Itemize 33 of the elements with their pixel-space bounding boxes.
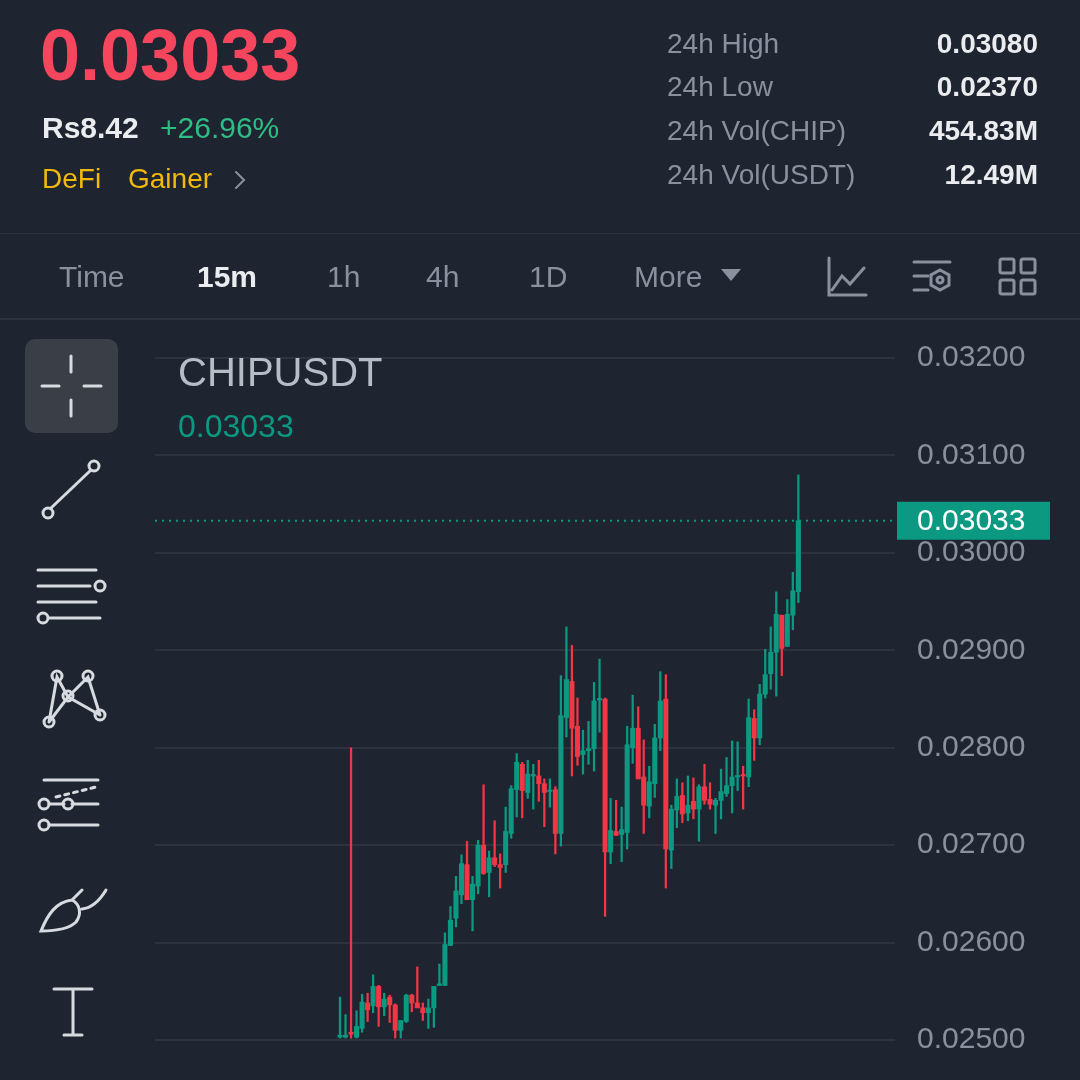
text: Gainer [128,163,213,194]
text: Time [59,260,125,293]
text: Rs8.42 [42,111,139,144]
text: 4h [426,260,460,293]
text: 12.49M [944,159,1038,190]
y-tick-label: 0.03100 [917,436,1026,470]
candlestick [481,784,487,875]
text: 24h Vol(CHIP) [667,115,846,146]
y-tick-label: 0.03200 [917,339,1026,373]
text: 0.02370 [936,71,1038,102]
text: 15m [197,260,258,293]
text: 24h High [667,28,780,59]
text: 454.83M [929,115,1038,146]
chart-title: CHIPUSDT [178,350,383,394]
y-tick-label: 0.02900 [917,631,1026,665]
candlestick [690,777,696,820]
text: DeFi [42,163,102,194]
text: 0.03033 [40,15,301,95]
text: More [634,260,703,293]
text: +26.96% [160,111,280,144]
text: 0.03080 [936,28,1038,59]
y-tick-label: 0.02800 [917,728,1026,762]
candlestick [365,992,371,1022]
ref-line-label: 0.03033 [917,502,1026,536]
y-tick-label: 0.03000 [917,534,1026,568]
annotation: 0.03033 [178,408,294,444]
y-tick-label: 0.02700 [917,826,1026,860]
text: 1h [327,260,361,293]
text: 1D [529,260,568,293]
text: 24h Low [667,71,773,102]
y-tick-label: 0.02500 [917,1021,1026,1055]
text: 24h Vol(USDT) [667,159,856,190]
y-tick-label: 0.02600 [917,923,1026,957]
